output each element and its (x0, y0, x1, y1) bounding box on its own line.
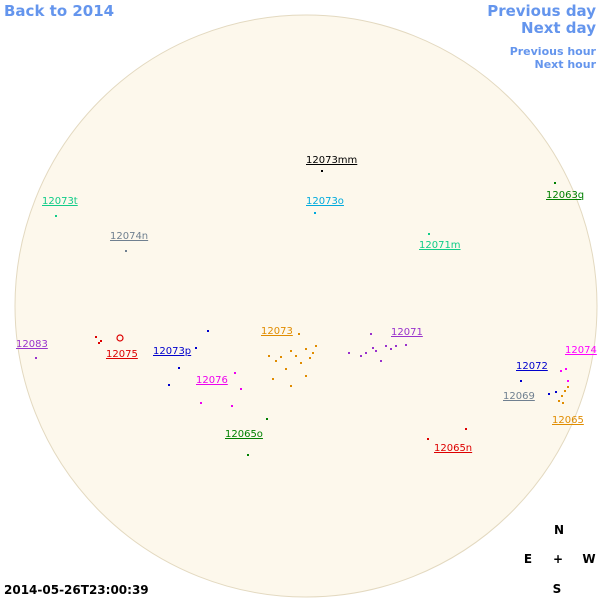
compass-north: N (554, 523, 564, 537)
sunspot (178, 367, 180, 369)
solar-disk (14, 14, 598, 598)
sunspot (305, 348, 307, 350)
sunspot (168, 384, 170, 386)
group-label[interactable]: 12069 (503, 391, 535, 402)
sunspot (365, 352, 367, 354)
group-label[interactable]: 12073o (306, 196, 344, 207)
sunspot (567, 386, 569, 388)
sunspot (280, 356, 282, 358)
sunspot (360, 355, 362, 357)
sunspot (465, 428, 467, 430)
sunspot (562, 402, 564, 404)
compass-west: W (582, 552, 595, 566)
sunspot (275, 360, 277, 362)
previous-hour-link[interactable]: Previous hour (509, 45, 596, 58)
group-label[interactable]: 12073mm (306, 155, 357, 166)
sunspot (370, 333, 372, 335)
group-label[interactable]: 12073 (261, 326, 293, 337)
group-label[interactable]: 12073p (153, 346, 191, 357)
sunspot (35, 357, 37, 359)
group-label[interactable]: 12074 (565, 345, 597, 356)
next-hour-link[interactable]: Next hour (534, 58, 597, 71)
sunspot (312, 352, 314, 354)
compass-south: S (553, 582, 562, 596)
sunspot (305, 375, 307, 377)
compass-east: E (524, 552, 532, 566)
back-link[interactable]: Back to 2014 (4, 2, 115, 20)
group-label[interactable]: 12063q (546, 190, 584, 201)
sunspot (300, 362, 302, 364)
sunspot (195, 347, 197, 349)
sunspot (428, 233, 430, 235)
sunspot (100, 340, 102, 342)
sunspot (315, 345, 317, 347)
sunspot (380, 360, 382, 362)
sunspot (405, 344, 407, 346)
sunspot (234, 372, 236, 374)
sunspot (295, 355, 297, 357)
sunspot (555, 391, 557, 393)
sunspot (95, 336, 97, 338)
sunspot (554, 182, 556, 184)
group-label[interactable]: 12074n (110, 231, 148, 242)
sunspot (266, 418, 268, 420)
group-label[interactable]: 12065 (552, 415, 584, 426)
sunspot (558, 400, 560, 402)
sunspot (268, 355, 270, 357)
sunspot (290, 385, 292, 387)
next-day-link[interactable]: Next day (521, 19, 596, 37)
sunspot (427, 438, 429, 440)
sunspot (116, 334, 124, 342)
sunspot (321, 170, 323, 172)
sunspot (560, 370, 562, 372)
sunspot (395, 345, 397, 347)
group-label[interactable]: 12083 (16, 339, 48, 350)
sunspot (298, 333, 300, 335)
group-label[interactable]: 12072 (516, 361, 548, 372)
sunspot (372, 347, 374, 349)
sunspot (285, 368, 287, 370)
sunspot (55, 215, 57, 217)
sunspot (231, 405, 233, 407)
group-label[interactable]: 12073t (42, 196, 78, 207)
sunspot (348, 352, 350, 354)
sunspot (375, 350, 377, 352)
sunspot (207, 330, 209, 332)
group-label[interactable]: 12071 (391, 327, 423, 338)
sunspot (290, 350, 292, 352)
sunspot (564, 390, 566, 392)
sunspot (98, 342, 100, 344)
sunspot (548, 393, 550, 395)
group-label[interactable]: 12065n (434, 443, 472, 454)
timestamp: 2014-05-26T23:00:39 (4, 583, 149, 597)
sunspot (272, 378, 274, 380)
sunspot (314, 212, 316, 214)
group-label[interactable]: 12071m (419, 240, 461, 251)
sunspot (247, 454, 249, 456)
previous-day-link[interactable]: Previous day (487, 2, 596, 20)
sunspot (309, 357, 311, 359)
sunspot (390, 348, 392, 350)
sunspot (200, 402, 202, 404)
sunspot (561, 395, 563, 397)
sunspot (125, 250, 127, 252)
sunspot (385, 345, 387, 347)
sunspot (565, 368, 567, 370)
sunspot (240, 388, 242, 390)
group-label[interactable]: 12065o (225, 429, 263, 440)
group-label[interactable]: 12075 (106, 349, 138, 360)
sunspot (520, 380, 522, 382)
group-label[interactable]: 12076 (196, 375, 228, 386)
compass-center: + (553, 552, 563, 566)
sunspot (567, 380, 569, 382)
